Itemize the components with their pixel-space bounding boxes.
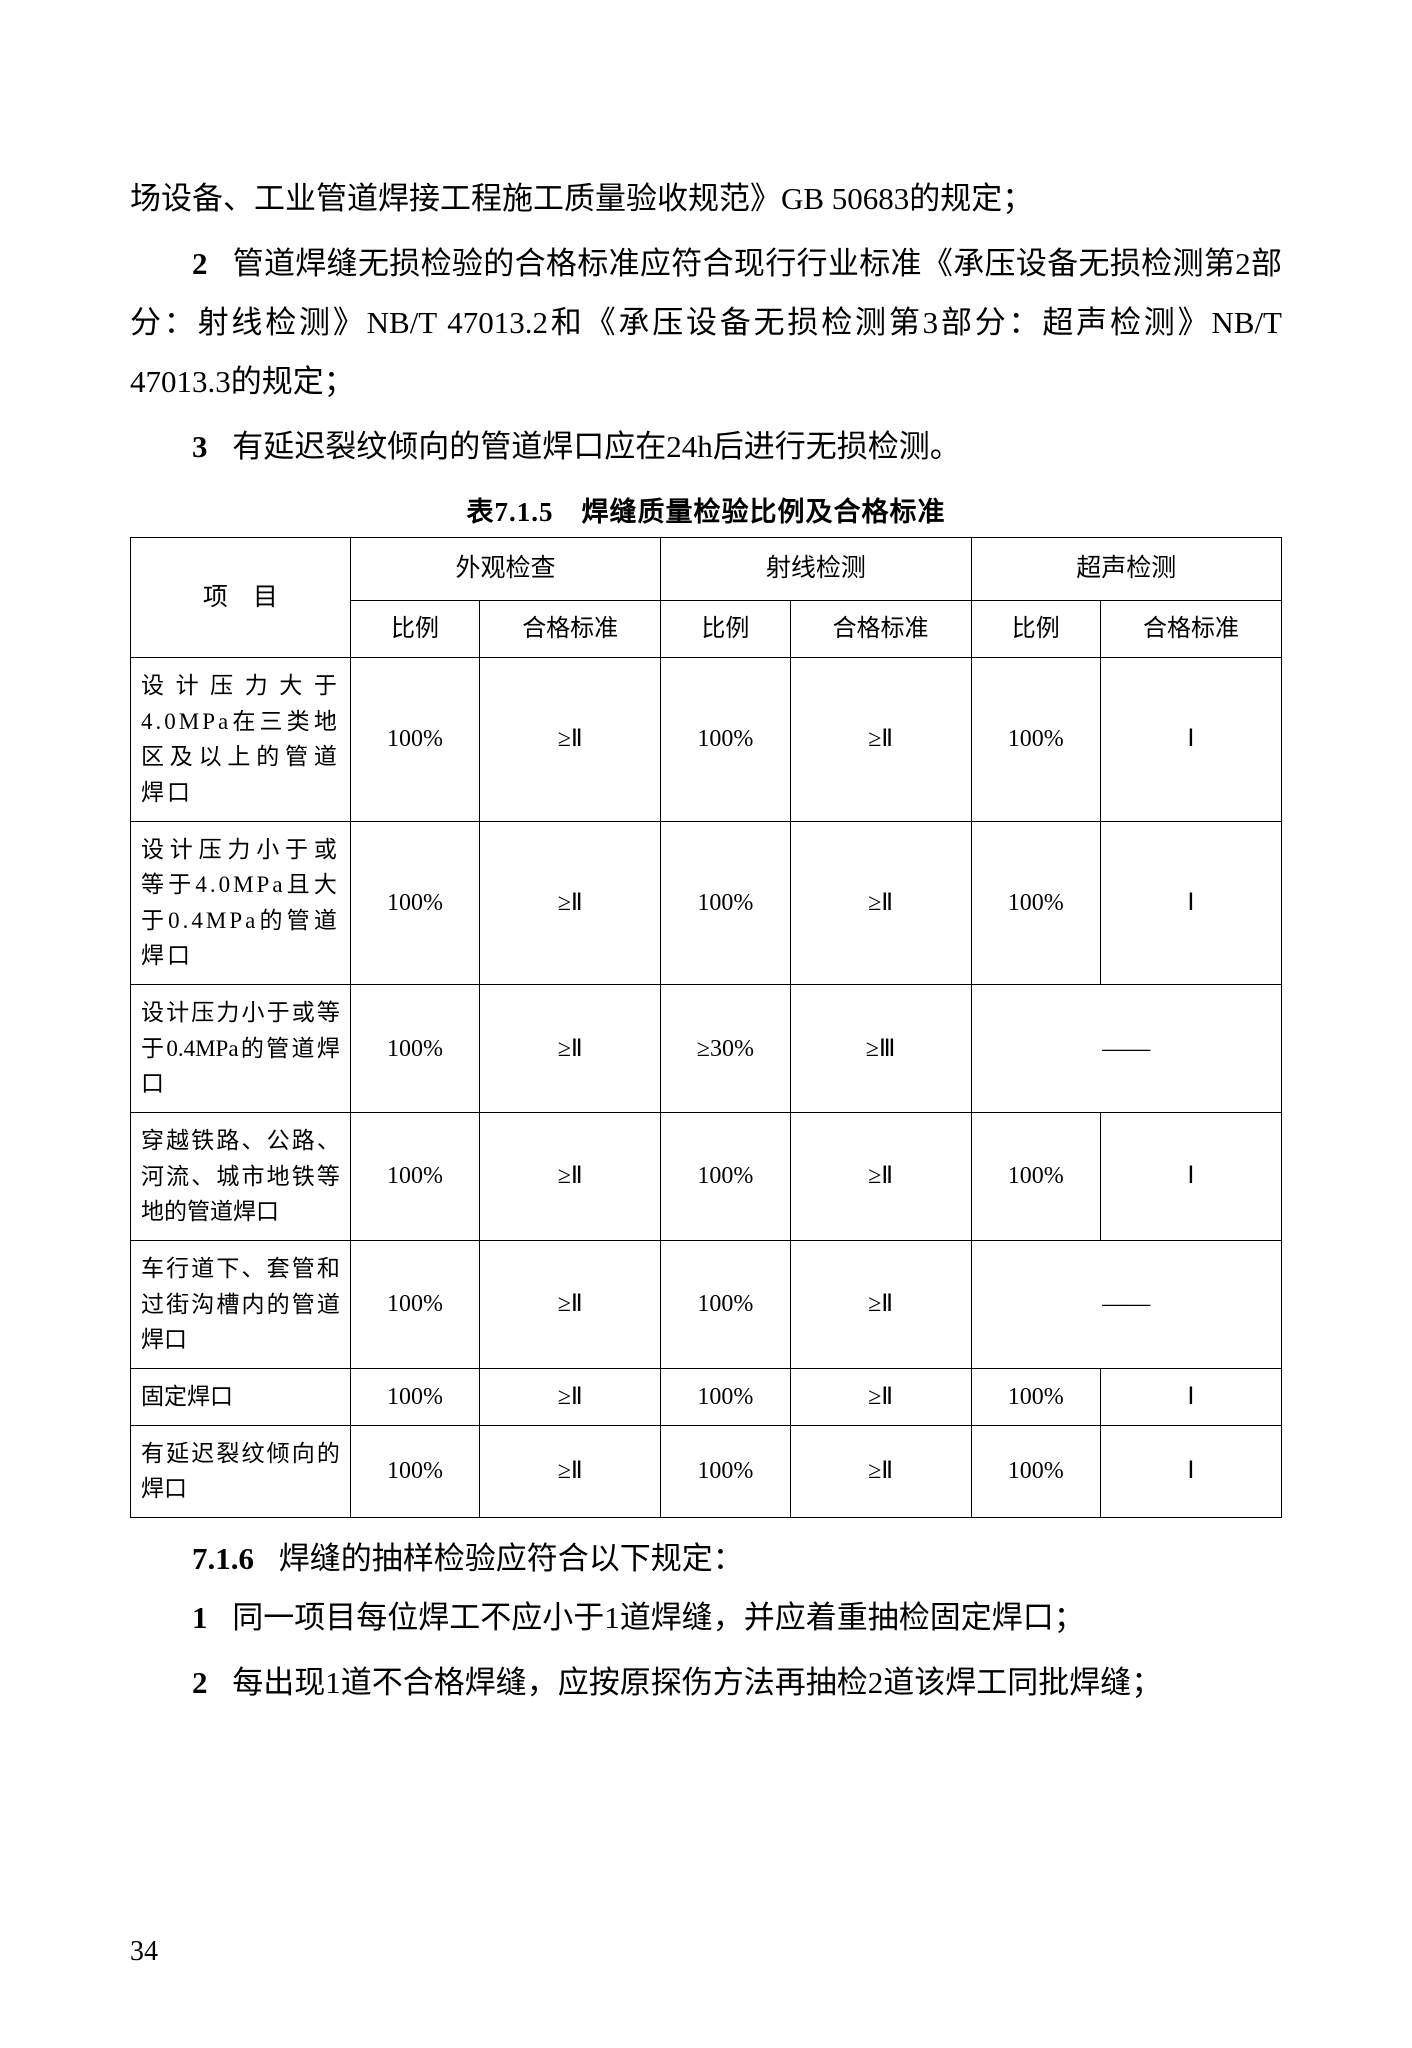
table-cell: 100% bbox=[661, 1113, 790, 1241]
list-item-2: 2管道焊缝无损检验的合格标准应符合现行行业标准《承压设备无损检测第2部分：射线检… bbox=[130, 235, 1282, 412]
table-cell: ≥Ⅱ bbox=[790, 821, 971, 985]
item-text: 管道焊缝无损检验的合格标准应符合现行行业标准《承压设备无损检测第2部分：射线检测… bbox=[130, 246, 1282, 399]
subheader: 比例 bbox=[661, 600, 790, 657]
table-cell: ≥Ⅱ bbox=[480, 1425, 661, 1517]
table-cell: 100% bbox=[661, 821, 790, 985]
table-cell: ≥Ⅱ bbox=[790, 1240, 971, 1368]
table-cell: ≥Ⅱ bbox=[790, 1368, 971, 1425]
header-ultrasonic: 超声检测 bbox=[971, 538, 1281, 601]
table-cell: ≥Ⅱ bbox=[480, 1240, 661, 1368]
table-cell: ≥Ⅱ bbox=[480, 985, 661, 1113]
row-label: 固定焊口 bbox=[131, 1368, 351, 1425]
table-row: 设计压力小于或等于4.0MPa且大于0.4MPa的管道焊口100%≥Ⅱ100%≥… bbox=[131, 821, 1282, 985]
subheader: 比例 bbox=[350, 600, 479, 657]
table-cell: 100% bbox=[661, 1368, 790, 1425]
table-row: 穿越铁路、公路、河流、城市地铁等地的管道焊口100%≥Ⅱ100%≥Ⅱ100%Ⅰ bbox=[131, 1113, 1282, 1241]
table-cell: Ⅰ bbox=[1100, 1368, 1281, 1425]
table-row: 设计压力小于或等于0.4MPa的管道焊口100%≥Ⅱ≥30%≥Ⅲ—— bbox=[131, 985, 1282, 1113]
paragraph-continuation: 场设备、工业管道焊接工程施工质量验收规范》GB 50683的规定； bbox=[130, 170, 1282, 229]
row-label: 穿越铁路、公路、河流、城市地铁等地的管道焊口 bbox=[131, 1113, 351, 1241]
table-cell: Ⅰ bbox=[1100, 1425, 1281, 1517]
item-number: 2 bbox=[192, 1665, 208, 1700]
row-label: 设计压力小于或等于0.4MPa的管道焊口 bbox=[131, 985, 351, 1113]
header-radiographic: 射线检测 bbox=[661, 538, 971, 601]
table-cell: ≥Ⅲ bbox=[790, 985, 971, 1113]
table-cell: ≥Ⅱ bbox=[480, 821, 661, 985]
item-text: 同一项目每位焊工不应小于1道焊缝，并应着重抽检固定焊口； bbox=[232, 1600, 1085, 1635]
table-row: 车行道下、套管和过街沟槽内的管道焊口100%≥Ⅱ100%≥Ⅱ—— bbox=[131, 1240, 1282, 1368]
section-text: 焊缝的抽样检验应符合以下规定： bbox=[279, 1541, 744, 1576]
table-cell: 100% bbox=[350, 1368, 479, 1425]
table-cell-merged: —— bbox=[971, 1240, 1281, 1368]
table-cell: 100% bbox=[971, 657, 1100, 821]
table-cell: 100% bbox=[971, 1113, 1100, 1241]
item-text: 每出现1道不合格焊缝，应按原探伤方法再抽检2道该焊工同批焊缝； bbox=[232, 1665, 1162, 1700]
subheader: 合格标准 bbox=[790, 600, 971, 657]
table-cell: 100% bbox=[350, 985, 479, 1113]
page-number: 34 bbox=[130, 1936, 158, 1968]
section-number: 7.1.6 bbox=[192, 1541, 254, 1576]
table-cell: ≥30% bbox=[661, 985, 790, 1113]
row-label: 车行道下、套管和过街沟槽内的管道焊口 bbox=[131, 1240, 351, 1368]
table-cell: 100% bbox=[971, 1368, 1100, 1425]
section-7-1-6: 7.1.6 焊缝的抽样检验应符合以下规定： bbox=[130, 1530, 1282, 1589]
inspection-standards-table: 项 目 外观检查 射线检测 超声检测 比例 合格标准 比例 合格标准 比例 合格… bbox=[130, 537, 1282, 1518]
table-cell: 100% bbox=[350, 821, 479, 985]
row-label: 有延迟裂纹倾向的焊口 bbox=[131, 1425, 351, 1517]
table-cell: ≥Ⅱ bbox=[480, 1113, 661, 1241]
header-item: 项 目 bbox=[131, 538, 351, 658]
table-row: 固定焊口100%≥Ⅱ100%≥Ⅱ100%Ⅰ bbox=[131, 1368, 1282, 1425]
table-cell: 100% bbox=[350, 1240, 479, 1368]
table-cell: ≥Ⅱ bbox=[790, 1425, 971, 1517]
table-cell: 100% bbox=[661, 657, 790, 821]
table-cell: 100% bbox=[971, 1425, 1100, 1517]
table-cell: Ⅰ bbox=[1100, 1113, 1281, 1241]
row-label: 设计压力小于或等于4.0MPa且大于0.4MPa的管道焊口 bbox=[131, 821, 351, 985]
table-cell: 100% bbox=[350, 1425, 479, 1517]
list-item-3: 3 有延迟裂纹倾向的管道焊口应在24h后进行无损检测。 bbox=[130, 418, 1282, 477]
section-item-2: 2 每出现1道不合格焊缝，应按原探伤方法再抽检2道该焊工同批焊缝； bbox=[130, 1654, 1282, 1713]
table-cell: ≥Ⅱ bbox=[480, 1368, 661, 1425]
item-number: 1 bbox=[192, 1600, 208, 1635]
table-caption: 表7.1.5 焊缝质量检验比例及合格标准 bbox=[130, 490, 1282, 529]
table-cell: 100% bbox=[661, 1240, 790, 1368]
row-label: 设计压力大于4.0MPa在三类地区及以上的管道焊口 bbox=[131, 657, 351, 821]
table-cell: ≥Ⅱ bbox=[480, 657, 661, 821]
table-cell-merged: —— bbox=[971, 985, 1281, 1113]
table-cell: Ⅰ bbox=[1100, 821, 1281, 985]
table-row: 设计压力大于4.0MPa在三类地区及以上的管道焊口100%≥Ⅱ100%≥Ⅱ100… bbox=[131, 657, 1282, 821]
table-cell: 100% bbox=[971, 821, 1100, 985]
item-number: 2 bbox=[192, 246, 208, 281]
table-cell: ≥Ⅱ bbox=[790, 1113, 971, 1241]
item-text: 有延迟裂纹倾向的管道焊口应在24h后进行无损检测。 bbox=[232, 429, 961, 464]
table-cell: ≥Ⅱ bbox=[790, 657, 971, 821]
item-number: 3 bbox=[192, 429, 208, 464]
subheader: 合格标准 bbox=[1100, 600, 1281, 657]
subheader: 合格标准 bbox=[480, 600, 661, 657]
table-cell: 100% bbox=[350, 1113, 479, 1241]
table-cell: 100% bbox=[661, 1425, 790, 1517]
subheader: 比例 bbox=[971, 600, 1100, 657]
section-item-1: 1 同一项目每位焊工不应小于1道焊缝，并应着重抽检固定焊口； bbox=[130, 1589, 1282, 1648]
table-cell: 100% bbox=[350, 657, 479, 821]
table-cell: Ⅰ bbox=[1100, 657, 1281, 821]
table-row: 有延迟裂纹倾向的焊口100%≥Ⅱ100%≥Ⅱ100%Ⅰ bbox=[131, 1425, 1282, 1517]
header-visual: 外观检查 bbox=[350, 538, 660, 601]
